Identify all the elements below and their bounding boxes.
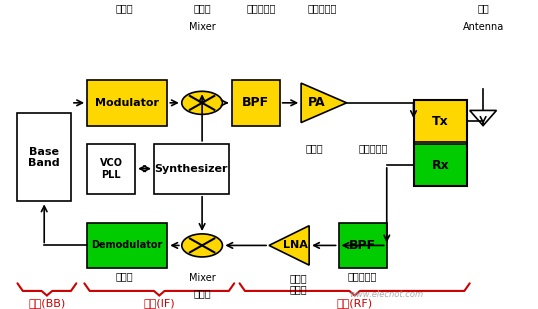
Text: 帶通濾波器: 帶通濾波器 <box>348 271 377 281</box>
Circle shape <box>182 91 222 114</box>
FancyBboxPatch shape <box>231 80 280 125</box>
Text: 調變器: 調變器 <box>116 3 133 13</box>
Polygon shape <box>269 226 309 265</box>
Polygon shape <box>301 83 346 123</box>
Text: Mixer: Mixer <box>189 273 216 283</box>
Text: 天線: 天線 <box>477 3 489 13</box>
Text: Base
Band: Base Band <box>29 147 60 168</box>
Text: Antenna: Antenna <box>463 22 504 32</box>
FancyBboxPatch shape <box>414 100 467 142</box>
Text: Demodulator: Demodulator <box>91 240 163 250</box>
Text: Rx: Rx <box>431 159 449 171</box>
Text: 射頻(RF): 射頻(RF) <box>337 298 373 308</box>
Text: Tx: Tx <box>432 115 449 128</box>
FancyBboxPatch shape <box>154 144 229 194</box>
Text: 混頻器: 混頻器 <box>193 288 211 298</box>
Text: Mixer: Mixer <box>189 22 216 32</box>
FancyBboxPatch shape <box>17 113 71 201</box>
FancyBboxPatch shape <box>414 144 467 186</box>
FancyBboxPatch shape <box>338 223 387 268</box>
FancyBboxPatch shape <box>87 223 167 268</box>
Text: 中頻(IF): 中頻(IF) <box>144 298 175 308</box>
Text: Modulator: Modulator <box>95 98 159 108</box>
Text: www.elecnot.com: www.elecnot.com <box>350 290 424 298</box>
Text: 功率放大器: 功率放大器 <box>308 3 337 13</box>
Text: PA: PA <box>308 96 326 109</box>
Text: Synthesizer: Synthesizer <box>154 164 228 174</box>
Text: VCO
PLL: VCO PLL <box>100 158 123 180</box>
Circle shape <box>182 234 222 257</box>
Text: 混頻器: 混頻器 <box>193 3 211 13</box>
Text: 傳送接收器: 傳送接收器 <box>359 143 388 153</box>
Text: 帶通濾波器: 帶通濾波器 <box>246 3 275 13</box>
Text: BPF: BPF <box>242 96 269 109</box>
Text: BPF: BPF <box>349 239 376 252</box>
Text: 低雜訊
放大器: 低雜訊 放大器 <box>289 273 307 294</box>
Text: 解調器: 解調器 <box>116 271 133 281</box>
Text: 基頻(BB): 基頻(BB) <box>29 298 66 308</box>
Text: 合成器: 合成器 <box>306 143 323 153</box>
Text: LNA: LNA <box>282 240 308 250</box>
Polygon shape <box>470 110 497 125</box>
FancyBboxPatch shape <box>87 144 135 194</box>
FancyBboxPatch shape <box>87 80 167 125</box>
